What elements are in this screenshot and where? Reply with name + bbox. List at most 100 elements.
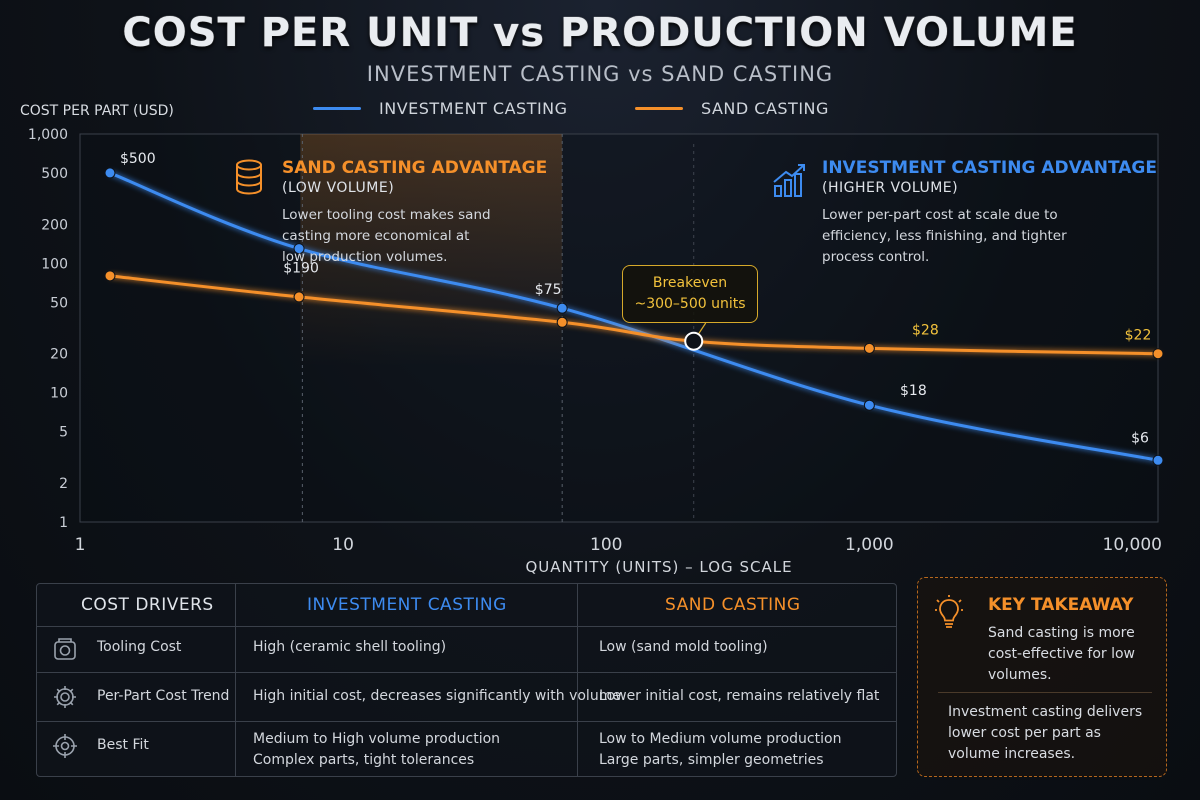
y-tick-label: 2	[59, 476, 68, 492]
takeaway-line: lower cost per part as	[948, 725, 1101, 741]
table-row-investment: Medium to High volume production Complex…	[253, 729, 500, 771]
legend-swatch-sand	[635, 107, 683, 110]
takeaway-line: Investment casting delivers	[948, 704, 1143, 720]
table-cell-line: Large parts, simpler geometries	[599, 752, 824, 768]
table-cell-line: Complex parts, tight tolerances	[253, 752, 475, 768]
legend-item-investment[interactable]: INVESTMENT CASTING	[313, 99, 568, 118]
coins-icon	[236, 159, 262, 195]
table-row-sand: Lower initial cost, remains relatively f…	[599, 688, 880, 704]
y-tick-label: 100	[41, 256, 68, 272]
cost-drivers-table: COST DRIVERS INVESTMENT CASTING SAND CAS…	[36, 583, 897, 777]
table-divider	[235, 584, 236, 776]
table-row-driver: Best Fit	[97, 737, 149, 753]
breakeven-range: ~300–500 units	[634, 296, 746, 312]
y-tick-label: 10	[50, 386, 68, 402]
investment-point	[293, 243, 305, 255]
key-takeaway-panel: KEY TAKEAWAY Sand casting is more cost-e…	[917, 577, 1167, 777]
sand-point	[293, 291, 305, 303]
takeaway-line: cost-effective for low	[988, 646, 1135, 662]
page-subtitle: INVESTMENT CASTING vs SAND CASTING	[366, 62, 834, 86]
table-divider	[37, 626, 896, 627]
plot-area	[79, 133, 1159, 523]
investment-advantage-line: efficiency, less finishing, and tighter	[822, 228, 1067, 244]
takeaway-line: volume increases.	[948, 746, 1076, 762]
y-tick-label: 200	[41, 217, 68, 233]
investment-point	[104, 167, 116, 179]
table-header-drivers: COST DRIVERS	[81, 595, 214, 615]
investment-advantage-body: Lower per-part cost at scale due to effi…	[822, 205, 1067, 268]
sand-data-label: $22	[1125, 328, 1152, 344]
sand-advantage-subtitle: (LOW VOLUME)	[282, 180, 395, 196]
investment-casting-line	[109, 171, 1159, 462]
sand-point	[863, 342, 875, 354]
sand-point	[104, 270, 116, 282]
key-takeaway-investment: Investment casting delivers lower cost p…	[948, 702, 1142, 765]
investment-data-label: $75	[535, 282, 562, 298]
gear-icon	[54, 686, 76, 708]
table-row-investment: High initial cost, decreases significant…	[253, 688, 621, 704]
y-tick-label: 5	[59, 425, 68, 441]
sand-advantage-body: Lower tooling cost makes sand casting mo…	[282, 205, 491, 268]
breakeven-label: Breakeven ~300–500 units	[622, 265, 758, 323]
x-tick-label: 1,000	[845, 535, 894, 555]
takeaway-line: volumes.	[988, 667, 1052, 683]
investment-point	[556, 302, 568, 314]
investment-advantage-subtitle: (HIGHER VOLUME)	[822, 180, 959, 196]
y-tick-label: 500	[41, 166, 68, 182]
breakeven-point	[684, 331, 704, 351]
table-cell-line: Medium to High volume production	[253, 731, 501, 747]
key-takeaway-sand: Sand casting is more cost-effective for …	[988, 623, 1135, 686]
table-row-sand: Low (sand mold tooling)	[599, 639, 768, 655]
investment-point	[863, 399, 875, 411]
investment-data-label: $6	[1131, 430, 1149, 446]
sand-advantage-region	[300, 134, 563, 367]
table-row-driver: Per-Part Cost Trend	[97, 688, 230, 704]
x-tick-label: 10	[332, 535, 354, 555]
sand-point	[1152, 348, 1164, 360]
breakeven-title: Breakeven	[652, 275, 728, 291]
table-row-investment: High (ceramic shell tooling)	[253, 639, 447, 655]
investment-data-label: $18	[900, 383, 927, 399]
legend-swatch-investment	[313, 107, 361, 110]
investment-advantage-line: Lower per-part cost at scale due to	[822, 207, 1058, 223]
investment-advantage-line: process control.	[822, 249, 930, 265]
page-title: COST PER UNIT vs PRODUCTION VOLUME	[122, 10, 1078, 56]
sand-advantage-line: Lower tooling cost makes sand	[282, 207, 491, 223]
table-header-sand: SAND CASTING	[665, 595, 801, 615]
y-tick-label: 20	[50, 347, 68, 363]
sand-advantage-title: SAND CASTING ADVANTAGE	[282, 158, 548, 178]
key-takeaway-title: KEY TAKEAWAY	[988, 595, 1134, 615]
table-cell-line: Low to Medium volume production	[599, 731, 842, 747]
table-header-investment: INVESTMENT CASTING	[307, 595, 507, 615]
sand-advantage-line: casting more economical at	[282, 228, 470, 244]
x-axis-label: QUANTITY (UNITS) – LOG SCALE	[525, 558, 792, 576]
investment-point	[1152, 454, 1164, 466]
table-divider	[37, 721, 896, 722]
target-icon	[53, 734, 77, 758]
tooling-icon	[54, 638, 76, 660]
legend-item-sand[interactable]: SAND CASTING	[635, 99, 829, 118]
table-row-sand: Low to Medium volume production Large pa…	[599, 729, 841, 771]
legend-label-investment: INVESTMENT CASTING	[379, 99, 568, 118]
y-tick-label: 1	[59, 515, 68, 531]
chart: 1,000 500 200 100 50 20 10 5 2 11 10 100 1,000 10,000…	[28, 127, 1164, 576]
y-tick-label: 1,000	[28, 127, 68, 143]
x-tick-label: 1	[75, 535, 86, 555]
investment-data-label: $500	[120, 151, 156, 167]
y-tick-label: 50	[50, 295, 68, 311]
takeaway-line: Sand casting is more	[988, 625, 1135, 641]
lightbulb-icon	[935, 595, 963, 628]
legend-label-sand: SAND CASTING	[701, 99, 829, 118]
y-axis-label: COST PER PART (USD)	[20, 103, 174, 119]
table-divider	[37, 672, 896, 673]
table-divider	[577, 584, 578, 776]
sand-data-label: $28	[912, 322, 939, 338]
investment-advantage-title: INVESTMENT CASTING ADVANTAGE	[822, 158, 1157, 178]
table-row-driver: Tooling Cost	[97, 639, 182, 655]
x-tick-label: 10,000	[1103, 535, 1162, 555]
x-tick-label: 100	[590, 535, 622, 555]
sand-point	[556, 316, 568, 328]
sand-casting-line	[109, 274, 1159, 356]
growth-chart-icon	[773, 164, 805, 197]
takeaway-divider	[938, 692, 1152, 693]
